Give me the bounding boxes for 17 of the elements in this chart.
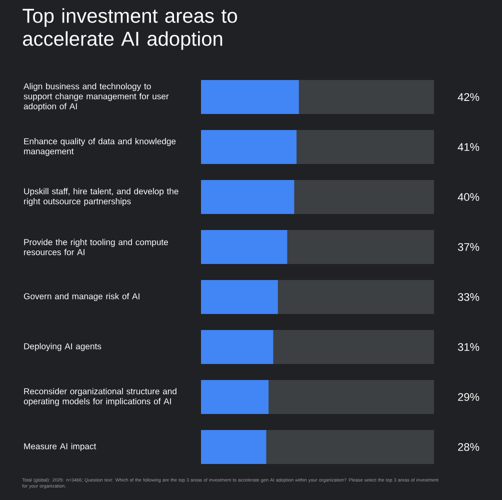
data-label: 41%	[458, 143, 480, 151]
data-label: 29%	[458, 393, 480, 401]
data-label: 33%	[458, 293, 480, 301]
data-label: 28%	[458, 443, 480, 451]
y-tick-label: Provide the right tooling and compute resources for AI	[24, 238, 168, 256]
y-tick-label: Govern and manage risk of AI	[24, 293, 140, 302]
chart-title: Top investment areas to accelerate AI adoption	[22, 8, 238, 50]
y-tick-label: Upskill staff, hire talent, and develop the right outsource partnerships	[24, 188, 178, 206]
y-tick-label: Enhance quality of data and knowledge management	[24, 138, 176, 156]
data-label: 37%	[458, 243, 480, 251]
data-label: 42%	[458, 93, 480, 101]
y-tick-label: Align business and technology to support change management for user adoption of AI	[24, 83, 169, 112]
y-tick-label: Deploying AI agents	[24, 343, 102, 352]
y-tick-label: Measure AI impact	[24, 443, 96, 452]
data-label: 31%	[458, 343, 480, 351]
y-tick-label: Reconsider organizational structure and operating models for implications of AI	[24, 388, 176, 406]
data-label: 40%	[458, 193, 480, 201]
